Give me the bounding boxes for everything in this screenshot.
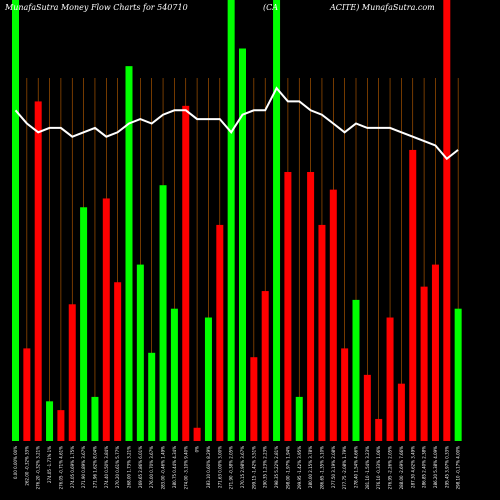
bar-up <box>46 401 54 441</box>
x-tick-label: 286.20 5.38% 4.09% <box>433 446 438 488</box>
bar-down <box>250 357 258 441</box>
x-tick-label: 278.40 1.54% 4.66% <box>354 446 359 488</box>
x-tick-labels: 0.00 0.00% 00% 262.00 -0.32% 33% 276.20 -0… <box>13 446 461 490</box>
x-tick-label: 276.00 0.70% 3.67% <box>149 446 154 488</box>
x-tick-label: 287.30 4.62% 3.49% <box>410 446 415 488</box>
x-tick-label: 299.95 -1.42% 3.95% <box>297 446 302 490</box>
x-tick-label: 298.00 -1.97% 1.94% <box>285 446 290 490</box>
bar-up <box>227 0 235 441</box>
bar-down <box>329 189 337 441</box>
x-tick-label: 271.90 -0.38% 2.05% <box>229 446 234 490</box>
bar-down <box>318 224 326 441</box>
bar-up <box>12 0 19 441</box>
x-tick-label: 262.00 -0.32% 33% <box>24 446 29 486</box>
bar-down <box>68 304 76 441</box>
bar-down <box>216 224 224 441</box>
x-tick-label: 270.15 2.98% 3.67% <box>240 446 245 488</box>
bar-up <box>239 48 246 441</box>
bar-up <box>273 0 281 441</box>
chart-title-mid: (CA <box>263 3 278 12</box>
x-tick-label: 271.90 0.89% 3.67% <box>81 446 86 488</box>
bar-down <box>307 171 315 442</box>
x-tick-label: 268.00 1.73% 3.21% <box>127 446 132 488</box>
x-tick-label: 0% <box>195 446 200 453</box>
bar-down <box>420 286 428 441</box>
chart-title: MunafaSutra Money Flow Charts for 540710 <box>4 3 188 12</box>
x-tick-label: 274.05 -1.71% 1% <box>47 446 52 483</box>
x-tick-label: 299.15 -1.42% 3.51% <box>251 446 256 490</box>
x-tick-label: 298.10 -0.17% 4.00% <box>456 446 461 490</box>
bar-down <box>193 427 201 441</box>
x-tick-label: 286.65 -1.35% 3.10% <box>319 446 324 490</box>
bar-down <box>261 291 269 441</box>
bar-up <box>159 185 167 441</box>
bar-up <box>125 66 133 442</box>
x-tick-label: 274.40 0.50% 3.84% <box>104 446 109 488</box>
x-tick-label: 281.10 -1.54% 3.23% <box>365 446 370 490</box>
bar-down <box>341 348 349 441</box>
x-tick-label: 290.35 1.23% 2.23% <box>263 446 268 488</box>
bar-up <box>148 352 156 441</box>
bar-up <box>91 396 99 441</box>
x-tick-label: 271.63 0.00% 3.00% <box>217 446 222 488</box>
x-tick-label: 298.35 5.22% 2.81% <box>274 446 279 488</box>
bar-down <box>57 410 65 441</box>
bar-up <box>204 317 212 441</box>
bar-down <box>443 0 451 441</box>
x-tick-label: 276.95 -2.26% 2.05% <box>388 446 393 490</box>
bar-down <box>34 101 42 442</box>
x-tick-label: 276.20 -0.32% 3.21% <box>36 446 41 490</box>
bar-down <box>386 317 394 441</box>
x-tick-label: 270.20 0.61% 5.77% <box>115 446 120 488</box>
bar-down <box>284 171 292 442</box>
bar-down <box>431 264 439 441</box>
chart-title-right: ACITE) MunafaSutra.com <box>329 3 435 12</box>
x-tick-label: 274.00 -3.10% 9.40% <box>183 446 188 490</box>
x-tick-label: 276.05 -0.71% 4.61% <box>58 446 63 490</box>
x-tick-label: 286.85 2.40% 2.38% <box>422 446 427 488</box>
bar-up <box>170 308 178 441</box>
bar-up <box>80 207 88 441</box>
x-tick-label: 295.45 3.97% 0.33% <box>444 446 449 488</box>
money-flow-line <box>14 86 459 161</box>
x-tick-label: 283.10 0.60% 8.29% <box>206 446 211 488</box>
x-tick-label: 271.96 1.62% 8.04% <box>92 446 97 488</box>
bar-down <box>23 348 31 441</box>
bar-up <box>295 396 303 441</box>
bar-down <box>375 418 383 441</box>
bar-up <box>454 308 462 441</box>
bar-down <box>363 374 371 441</box>
bar-up <box>136 264 144 441</box>
bar-down <box>409 149 417 441</box>
x-tick-label: 269.65 2.86% 6.01% <box>138 446 143 488</box>
x-tick-label: 0.00 0.00% 00% <box>13 446 18 479</box>
x-tick-label: 274.05 0.69% 1.75% <box>70 446 75 488</box>
x-tick-label: 280.00 2.15% 3.78% <box>308 446 313 488</box>
x-tick-label: 280.75 0.44% 4.34% <box>172 446 177 488</box>
bar-down <box>397 383 405 441</box>
bar-down <box>182 105 190 441</box>
x-tick-label: 288.00 -2.69% 7.66% <box>399 446 404 490</box>
x-tick-label: 283.00 -0.46% 1.49% <box>161 446 166 490</box>
x-tick-label: 276.10 -0.33% 1.06% <box>376 446 381 490</box>
bar-down <box>114 282 122 441</box>
bar-down <box>102 198 110 441</box>
bar-up <box>352 299 360 441</box>
bars-group <box>12 0 462 442</box>
x-tick-label: 277.50 3.19% 2.08% <box>331 446 336 488</box>
x-tick-label: 277.75 -2.08% 1.79% <box>342 446 347 490</box>
